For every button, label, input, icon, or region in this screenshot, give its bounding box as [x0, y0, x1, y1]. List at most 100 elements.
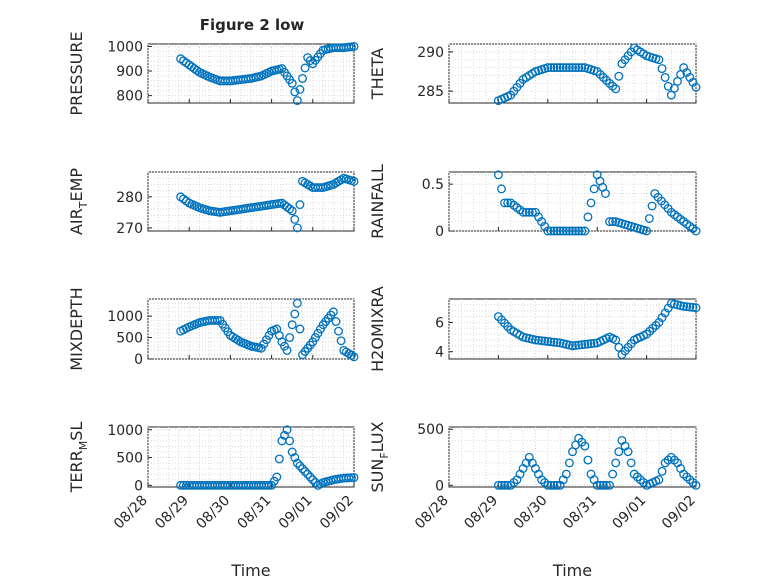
data-point [564, 226, 574, 236]
x-axis-label: Time [230, 561, 270, 580]
y-tick-label: 0.5 [422, 177, 444, 193]
data-point [298, 464, 307, 474]
data-point [262, 480, 271, 490]
data-point [534, 335, 543, 345]
data-point [527, 207, 537, 217]
data-point [577, 340, 587, 350]
y-tick-label: 900 [116, 64, 143, 80]
y-tick-label: 270 [116, 221, 143, 237]
y-tick-label: 280 [116, 190, 143, 206]
data-point [682, 302, 692, 312]
data-point [176, 480, 186, 490]
x-tick-label: 08/28 [111, 493, 151, 533]
data-point [300, 466, 310, 476]
data-point [679, 301, 689, 311]
data-point [298, 73, 307, 83]
data-point [349, 352, 359, 362]
data-point [295, 461, 305, 471]
data-point [287, 78, 297, 88]
data-point [295, 200, 305, 210]
y-tick-label: 4 [435, 345, 444, 361]
data-point [549, 226, 559, 236]
data-point [290, 309, 300, 319]
data-point [285, 204, 295, 214]
data-point [592, 480, 602, 490]
x-axis-label: Time [552, 561, 592, 580]
data-point [577, 226, 587, 236]
data-point [295, 324, 305, 334]
data-point [657, 64, 667, 74]
data-point [308, 337, 318, 347]
data-point [549, 63, 559, 73]
y-axis-label: MIXDEPTH [67, 287, 86, 370]
y-axis-label: THETA [368, 48, 387, 100]
data-point [549, 480, 559, 490]
subplot-pressure: 800 900 1000 PRESSURE [67, 31, 359, 116]
data-point [571, 341, 581, 350]
data-point [546, 226, 556, 236]
data-point [285, 436, 295, 446]
x-tick-label: 08/28 [412, 493, 452, 533]
data-point [583, 339, 593, 349]
data-point [691, 82, 701, 92]
y-tick-label: 6 [435, 315, 444, 331]
data-point [660, 72, 670, 82]
y-tick-label: 500 [417, 422, 444, 438]
x-tick-label: 08/29 [461, 493, 501, 533]
data-point [274, 454, 284, 464]
data-point [558, 226, 568, 236]
data-point [313, 328, 323, 338]
data-point [654, 55, 664, 65]
grid [448, 299, 697, 359]
data-point [282, 345, 292, 355]
data-point [663, 81, 673, 91]
grid [448, 172, 697, 232]
plot-area [448, 43, 697, 104]
data-point [580, 441, 590, 451]
data-point [614, 447, 624, 457]
x-tick-label: 08/30 [511, 493, 551, 533]
data-point [310, 333, 320, 343]
data-point [500, 480, 510, 490]
data-point [685, 302, 695, 312]
y-tick-label: 285 [417, 84, 444, 100]
grid [448, 43, 697, 103]
data-point [344, 473, 354, 483]
data-point [264, 330, 274, 340]
data-point [336, 336, 346, 346]
data-point [608, 217, 618, 227]
x-tick-label: 09/02 [659, 493, 699, 533]
data-point [580, 226, 590, 236]
data-point [564, 63, 574, 73]
data-point [552, 63, 562, 73]
data-point [552, 226, 562, 236]
data-point [586, 339, 596, 349]
data-point [605, 480, 614, 490]
figure-title: Figure 2 low [200, 16, 305, 34]
y-axis-label: AIRTEMP [67, 168, 90, 235]
y-tick-label: 1000 [107, 309, 143, 325]
data-point [586, 198, 596, 208]
data-point [568, 341, 577, 351]
data-point [564, 458, 574, 468]
data-point [497, 184, 506, 194]
y-tick-label: 1000 [107, 39, 143, 55]
data-point [600, 189, 610, 198]
y-tick-label: 800 [116, 89, 143, 105]
data-point [608, 469, 618, 479]
data-point [280, 430, 289, 440]
subplot-terr_msl: 0 500 1000 08/28 08/29 08/30 08/31 09/01 09/02 Ti… [67, 422, 359, 580]
x-tick-label: 08/31 [560, 493, 600, 533]
data-point [292, 223, 302, 233]
data-point [561, 226, 571, 236]
data-point [331, 317, 341, 326]
data-point [574, 340, 584, 350]
data-point [277, 337, 287, 347]
data-point [598, 480, 608, 490]
y-tick-label: 290 [417, 45, 444, 61]
data-point [305, 472, 315, 482]
data-point [589, 338, 599, 348]
data-point [300, 63, 310, 73]
data-point [555, 226, 565, 236]
y-axis-label: TERRMSL [67, 422, 90, 494]
